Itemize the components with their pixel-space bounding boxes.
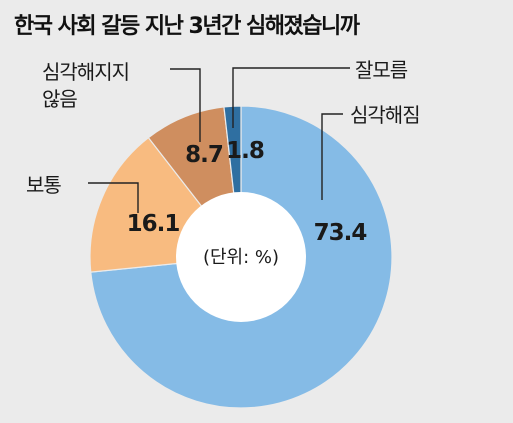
slice-label-not-worse-line2: 않음 [42, 87, 77, 111]
slice-label-dont-know: 잘모름 [355, 58, 408, 82]
slice-value-seriously-worse: 73.4 [314, 220, 367, 246]
chart-title: 한국 사회 갈등 지난 3년간 심해졌습니까 [14, 14, 360, 39]
leader-dont-know [232, 67, 350, 128]
slice-value-not-worse: 8.7 [185, 142, 223, 168]
slice-value-normal: 16.1 [127, 211, 180, 237]
slice-label-not-worse-line1: 심각해지지 [42, 60, 129, 84]
leader-not-worse [170, 68, 201, 142]
slice-label-normal: 보통 [26, 173, 61, 197]
donut-hole [176, 192, 306, 322]
unit-label: (단위: %) [203, 247, 279, 268]
slice-value-dont-know: 1.8 [226, 138, 264, 164]
leader-seriously-worse [321, 113, 343, 200]
leader-normal [88, 182, 139, 213]
slice-label-seriously-worse: 심각해짐 [350, 103, 420, 127]
